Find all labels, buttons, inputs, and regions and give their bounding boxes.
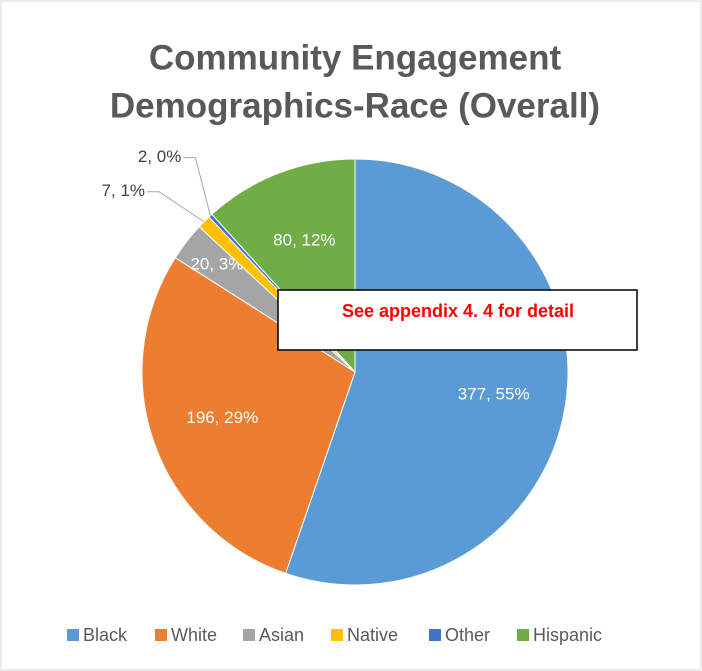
legend-label: Hispanic bbox=[533, 625, 602, 645]
legend-label: Other bbox=[445, 625, 490, 645]
chart-title: Community Engagement bbox=[149, 38, 562, 77]
leader-line bbox=[147, 191, 205, 223]
data-label: 7, 1% bbox=[102, 181, 145, 200]
pie-slice bbox=[141, 256, 356, 575]
legend-swatch bbox=[155, 629, 167, 641]
data-label: 377, 55% bbox=[458, 385, 530, 404]
data-label: 2, 0% bbox=[138, 147, 181, 166]
legend-swatch bbox=[243, 629, 255, 641]
leader-line bbox=[183, 157, 211, 216]
legend-label: Native bbox=[347, 625, 398, 645]
legend-label: Asian bbox=[259, 625, 304, 645]
legend-label: White bbox=[171, 625, 217, 645]
data-label: 196, 29% bbox=[186, 408, 258, 427]
legend-swatch bbox=[67, 629, 79, 641]
data-label: 80, 12% bbox=[273, 230, 335, 249]
chart-title: Demographics-Race (Overall) bbox=[110, 86, 600, 125]
pie-slice bbox=[285, 158, 569, 586]
legend-label: Black bbox=[83, 625, 128, 645]
legend-swatch bbox=[429, 629, 441, 641]
data-label: 20, 3% bbox=[190, 255, 243, 274]
annotation: See appendix 4. 4 for detail bbox=[342, 301, 574, 321]
legend-swatch bbox=[331, 629, 343, 641]
legend-swatch bbox=[517, 629, 529, 641]
annotation-box bbox=[277, 289, 638, 351]
